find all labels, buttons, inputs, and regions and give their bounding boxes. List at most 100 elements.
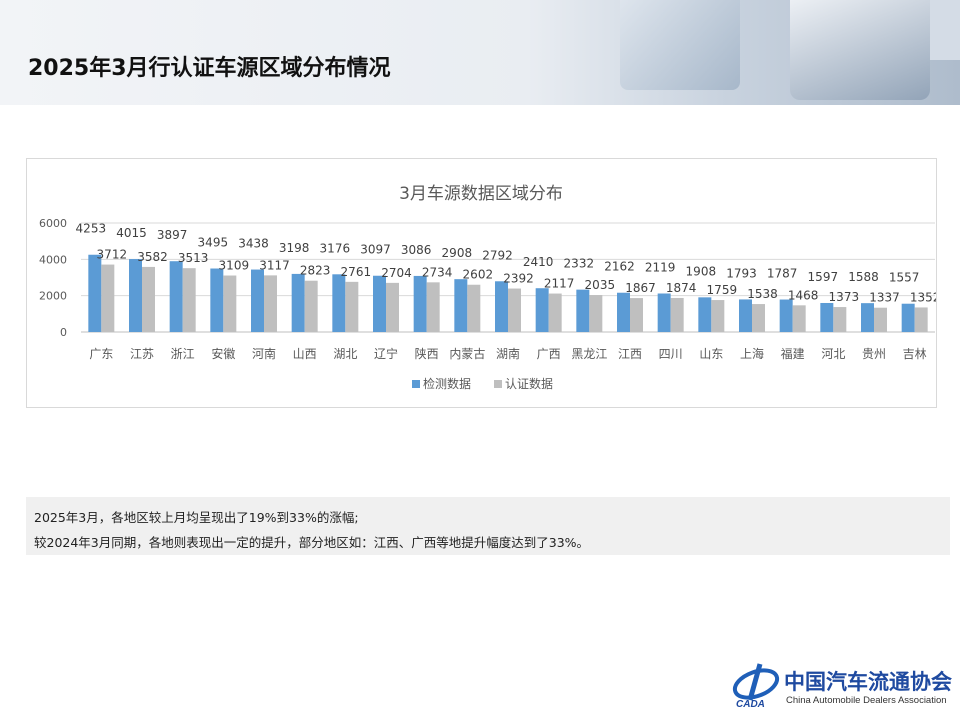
bar-inspection [495, 281, 508, 332]
bar-inspection [291, 273, 305, 332]
x-tick-label: 安徽 [211, 346, 235, 361]
data-label: 1597 [808, 270, 839, 284]
data-label: 2119 [645, 261, 676, 275]
x-tick-label: 湖南 [496, 346, 520, 361]
x-tick-label: 吉林 [903, 347, 927, 361]
note-line-2: 较2024年3月同期，各地则表现出一定的提升，部分地区如：江西、广西等地提升幅度… [34, 535, 590, 550]
note-box: 2025年3月，各地区较上月均呈现出了19%到33%的涨幅; 较2024年3月同… [26, 497, 950, 555]
header-decoration [930, 0, 960, 60]
x-tick-label: 广东 [89, 347, 113, 361]
bar-certified [670, 297, 684, 332]
data-label: 2823 [300, 264, 331, 278]
bar-certified [548, 293, 562, 332]
x-tick-label: 上海 [740, 346, 764, 361]
bar-certified [223, 275, 237, 332]
data-label: 3897 [157, 228, 188, 242]
data-label: 2162 [604, 260, 635, 274]
data-label: 2761 [341, 265, 372, 279]
data-label: 3086 [401, 243, 432, 257]
bar-inspection [820, 302, 834, 332]
x-tick-label: 河北 [821, 347, 845, 361]
x-tick-label: 内蒙古 [449, 346, 485, 361]
x-tick-label: 山西 [293, 347, 317, 361]
data-label: 1759 [707, 283, 738, 297]
legend-swatch [494, 380, 502, 388]
y-tick-label: 0 [60, 326, 67, 339]
note-line-1: 2025年3月，各地区较上月均呈现出了19%到33%的涨幅; [34, 510, 359, 525]
bar-inspection [169, 261, 183, 332]
bar-inspection [210, 268, 224, 332]
bar-certified [711, 300, 725, 332]
x-tick-label: 山东 [699, 347, 723, 361]
page-title: 2025年3月行认证车源区域分布情况 [28, 56, 391, 81]
data-label: 3109 [219, 259, 250, 273]
bar-certified [142, 266, 155, 332]
data-label: 1908 [686, 264, 717, 278]
data-label: 3117 [259, 258, 290, 272]
data-label: 3513 [178, 251, 209, 265]
data-label: 1352 [910, 290, 936, 304]
data-label: 2602 [463, 268, 494, 282]
x-tick-label: 湖北 [333, 346, 357, 361]
cada-logo-icon: CADA [732, 663, 780, 710]
legend-label: 认证数据 [505, 376, 553, 391]
logo-name-en: China Automobile Dealers Association [786, 695, 947, 706]
bar-inspection [332, 274, 346, 332]
bar-certified [182, 268, 196, 332]
bar-inspection [739, 299, 752, 332]
bar-certified [833, 307, 847, 332]
bar-inspection [861, 303, 874, 332]
data-label: 3176 [320, 241, 351, 255]
svg-text:CADA: CADA [736, 699, 765, 710]
data-label: 3582 [137, 250, 168, 264]
data-label: 1557 [889, 271, 920, 285]
bar-certified [792, 305, 806, 332]
header-decoration [620, 0, 740, 90]
bar-certified [874, 307, 887, 332]
data-label: 3198 [279, 241, 310, 255]
data-label: 1787 [767, 267, 798, 281]
data-label: 3097 [360, 243, 391, 257]
y-tick-label: 4000 [39, 253, 67, 266]
data-label: 3438 [238, 237, 269, 251]
bar-certified [914, 307, 928, 332]
data-label: 3712 [97, 248, 128, 262]
header-banner: 2025年3月行认证车源区域分布情况 [0, 0, 960, 105]
bar-inspection [698, 297, 712, 332]
bar-chart: 3月车源数据区域分布 0 2000 4000 6000 广东 4253 3712 江苏 4015 3… [26, 158, 937, 408]
data-label: 1588 [848, 270, 879, 284]
bar-inspection [779, 299, 793, 332]
chart-title: 3月车源数据区域分布 [399, 184, 563, 204]
bar-inspection [617, 292, 630, 332]
legend-label: 检测数据 [423, 376, 471, 391]
data-label: 1468 [788, 288, 819, 302]
x-tick-label: 四川 [659, 347, 683, 361]
cada-logo: CADA 中国汽车流通协会 China Automobile Dealers A… [730, 660, 955, 710]
data-label: 2908 [442, 246, 473, 260]
x-tick-label: 江苏 [130, 347, 154, 361]
bar-certified [101, 264, 115, 332]
data-label: 2392 [503, 272, 534, 286]
data-label: 2035 [585, 278, 616, 292]
y-tick-label: 2000 [39, 290, 67, 303]
data-label: 3495 [198, 236, 229, 250]
data-label: 1337 [869, 291, 900, 305]
data-label: 4015 [116, 226, 147, 240]
chart-svg: 3月车源数据区域分布 0 2000 4000 6000 广东 4253 3712 江苏 4015 3… [39, 184, 936, 391]
x-tick-label: 贵州 [862, 347, 886, 361]
bar-inspection [535, 288, 549, 332]
x-tick-label: 广西 [537, 347, 561, 361]
bar-certified [304, 280, 318, 332]
bar-certified [345, 281, 359, 332]
x-tick-label: 辽宁 [374, 346, 398, 361]
data-label: 1538 [747, 287, 778, 301]
bar-inspection [373, 275, 386, 332]
legend-swatch [412, 380, 420, 388]
data-label: 4253 [76, 222, 107, 236]
bar-inspection [657, 293, 671, 332]
data-label: 2410 [523, 255, 554, 269]
bar-inspection [901, 303, 915, 332]
bar-inspection [413, 275, 427, 332]
data-label: 2792 [482, 248, 513, 262]
x-tick-label: 江西 [618, 347, 642, 361]
